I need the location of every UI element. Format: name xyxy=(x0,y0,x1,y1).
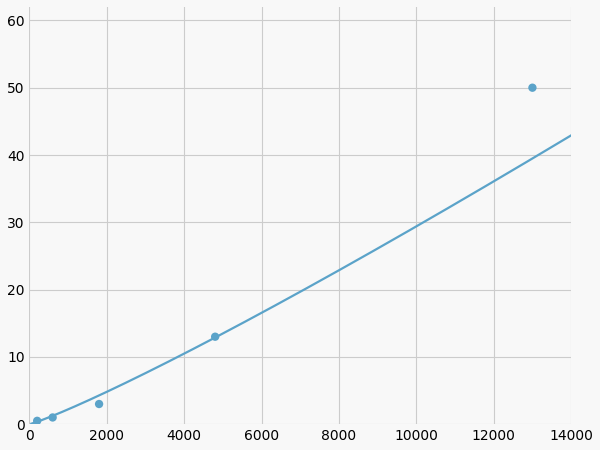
Point xyxy=(527,84,537,91)
Point xyxy=(32,417,42,424)
Point xyxy=(48,414,58,421)
Point xyxy=(211,333,220,340)
Point xyxy=(94,400,104,408)
